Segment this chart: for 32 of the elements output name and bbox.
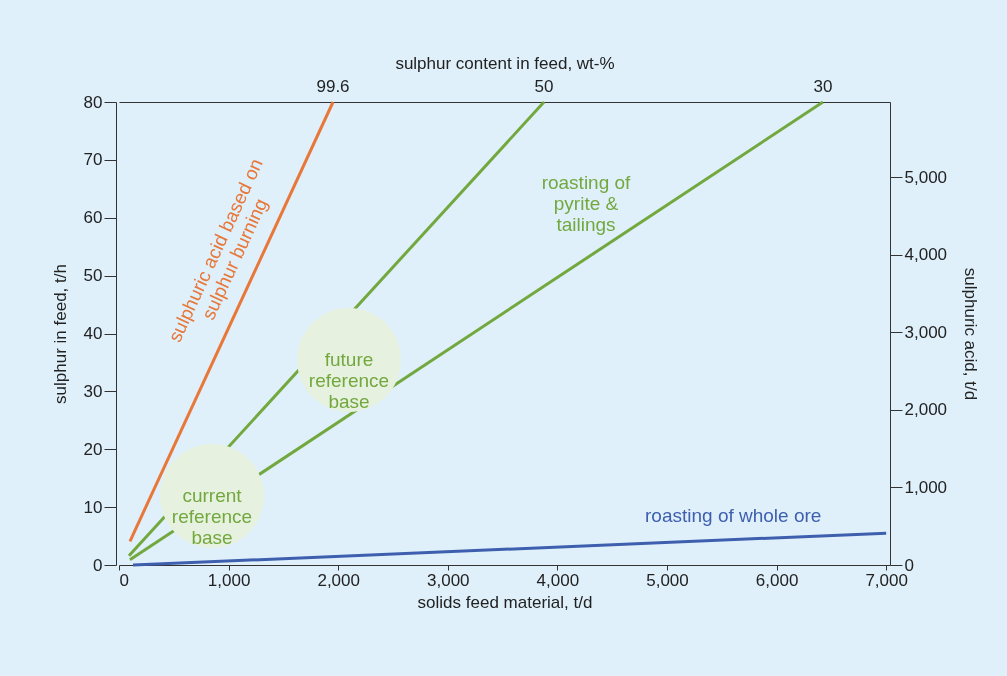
y-axis-title: sulphur in feed, t/h [50,264,70,404]
x-tick-label: 0 [119,570,129,590]
series-label: roasting of whole ore [645,504,822,526]
x-tick-label: 4,000 [536,570,580,590]
x-tick-label: 6,000 [755,570,799,590]
x-tick-label: 2,000 [317,570,360,590]
y-tick-label: 20 [83,439,103,459]
y-tick-label: 0 [93,555,103,575]
x-tick-label: 5,000 [646,570,689,590]
y-tick-label: 40 [83,324,103,343]
annotation: 50 [534,77,554,96]
y2-tick-label: 1,000 [904,477,948,497]
annotation: current reference base [171,485,253,548]
text: roasting of pyrite & tailings [541,171,632,235]
y-tick-label: 70 [83,150,103,170]
y-tick-label: 10 [83,497,103,517]
y-tick-label: 50 [83,266,103,286]
y-tick-label: 30 [83,381,103,401]
annotation: future reference base [308,349,390,412]
y2-axis-title: sulphuric acid, t/d [961,267,981,401]
y2-tick-label: 2,000 [904,400,948,420]
y2-tick-label: 5,000 [904,167,948,187]
y-tick-label: 60 [83,208,103,228]
annotation: 99.6 [316,77,350,96]
x-tick-label: 3,000 [427,570,470,590]
y2-tick-label: 4,000 [904,245,948,265]
annotation: 30 [813,77,833,96]
x-tick-label: 1,000 [207,570,251,590]
y-tick-label: 80 [83,92,103,112]
x-axis-title: solids feed material, t/d [417,592,593,612]
y2-tick-label: 3,000 [904,322,948,342]
x2-axis-title: sulphur content in feed, wt-% [395,53,615,73]
